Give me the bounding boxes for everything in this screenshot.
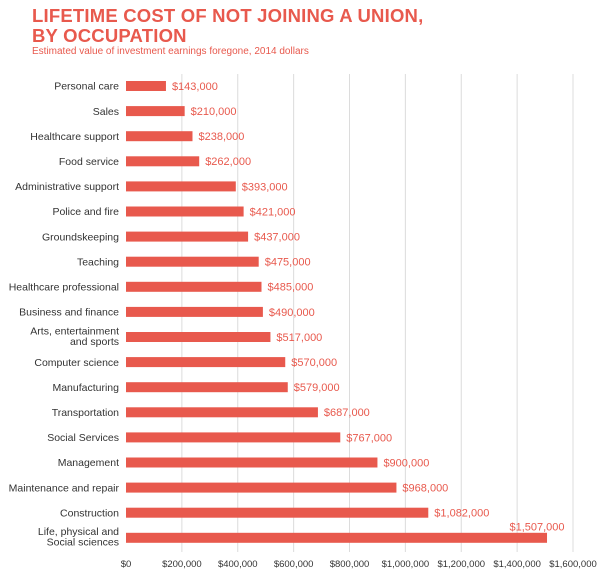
bar	[126, 131, 193, 142]
bar	[126, 532, 548, 543]
value-label: $475,000	[265, 257, 311, 269]
value-label: $437,000	[254, 231, 300, 243]
value-label: $579,000	[294, 382, 340, 394]
bar	[126, 457, 378, 468]
category-label: Business and finance	[19, 307, 119, 319]
category-label: Maintenance and repair	[9, 482, 120, 494]
x-tick-label: $1,000,000	[382, 559, 430, 570]
value-label: $517,000	[276, 332, 322, 344]
category-labels: Personal care Sales Healthcare support Food…	[9, 81, 120, 549]
bar	[126, 256, 259, 267]
category-label: Computer science	[34, 357, 119, 369]
value-labels: $143,000 $210,000 $238,000 $262,000 $393,000…	[172, 81, 565, 534]
category-label: Food service	[59, 156, 119, 168]
value-label: $393,000	[242, 181, 288, 193]
bar	[126, 181, 236, 192]
value-label: $1,082,000	[434, 508, 489, 520]
bar	[126, 332, 271, 342]
category-label-line: Life, physical and	[38, 526, 119, 538]
category-label: Arts, entertainment and sports	[30, 325, 119, 348]
value-label: $238,000	[198, 131, 244, 143]
bar	[126, 507, 429, 518]
category-label-line: Arts, entertainment	[30, 325, 119, 337]
value-label: $900,000	[383, 457, 429, 469]
value-label: $210,000	[191, 106, 237, 118]
bar	[126, 156, 200, 167]
value-label: $262,000	[205, 156, 251, 168]
bar	[126, 357, 286, 368]
value-label: $968,000	[402, 482, 448, 494]
category-label: Police and fire	[52, 206, 119, 218]
bar	[126, 306, 263, 317]
category-label-line: and sports	[70, 336, 119, 348]
bar	[126, 81, 166, 91]
category-label: Healthcare professional	[9, 281, 119, 293]
category-label: Life, physical and Social sciences	[38, 526, 119, 549]
category-label: Sales	[93, 106, 119, 118]
chart-subtitle: Estimated value of investment earnings f…	[32, 46, 309, 57]
category-label: Groundskeeping	[42, 231, 119, 243]
chart-title-line-2: BY OCCUPATION	[32, 25, 187, 46]
x-tick-label: $200,000	[162, 559, 202, 570]
bars	[126, 81, 548, 543]
x-tick-label: $0	[121, 559, 132, 570]
category-label: Personal care	[54, 81, 119, 93]
bar	[126, 407, 318, 418]
value-label: $485,000	[267, 282, 313, 294]
category-label: Management	[58, 457, 119, 469]
x-axis-ticks: $0 $200,000 $400,000 $600,000 $800,000 $1,000…	[121, 559, 597, 570]
value-label: $1,507,000	[509, 522, 564, 534]
bar	[126, 231, 249, 242]
value-label: $421,000	[250, 206, 296, 218]
x-tick-label: $400,000	[218, 559, 258, 570]
category-label: Social Services	[47, 432, 119, 444]
bar	[126, 482, 397, 493]
x-tick-label: $1,600,000	[549, 559, 597, 570]
value-label: $570,000	[291, 357, 337, 369]
chart-title-line-1: LIFETIME COST OF NOT JOINING A UNION,	[32, 5, 424, 26]
bar	[126, 106, 185, 117]
value-label: $143,000	[172, 81, 218, 93]
x-tick-label: $1,400,000	[493, 559, 541, 570]
category-label-line: Social sciences	[47, 537, 119, 549]
category-label: Manufacturing	[52, 382, 119, 394]
category-label: Teaching	[77, 256, 119, 268]
bar	[126, 281, 262, 292]
bar	[126, 432, 341, 443]
bar	[126, 206, 244, 217]
category-label: Administrative support	[15, 181, 119, 193]
x-tick-label: $1,200,000	[437, 559, 485, 570]
x-tick-label: $600,000	[274, 559, 314, 570]
value-label: $490,000	[269, 307, 315, 319]
category-label: Transportation	[52, 407, 119, 419]
bar	[126, 382, 288, 393]
category-label: Healthcare support	[30, 131, 119, 143]
value-label: $767,000	[346, 432, 392, 444]
chart-title: LIFETIME COST OF NOT JOINING A UNION, BY…	[32, 6, 423, 46]
value-label: $687,000	[324, 407, 370, 419]
category-label: Construction	[60, 507, 119, 519]
x-tick-label: $800,000	[330, 559, 370, 570]
